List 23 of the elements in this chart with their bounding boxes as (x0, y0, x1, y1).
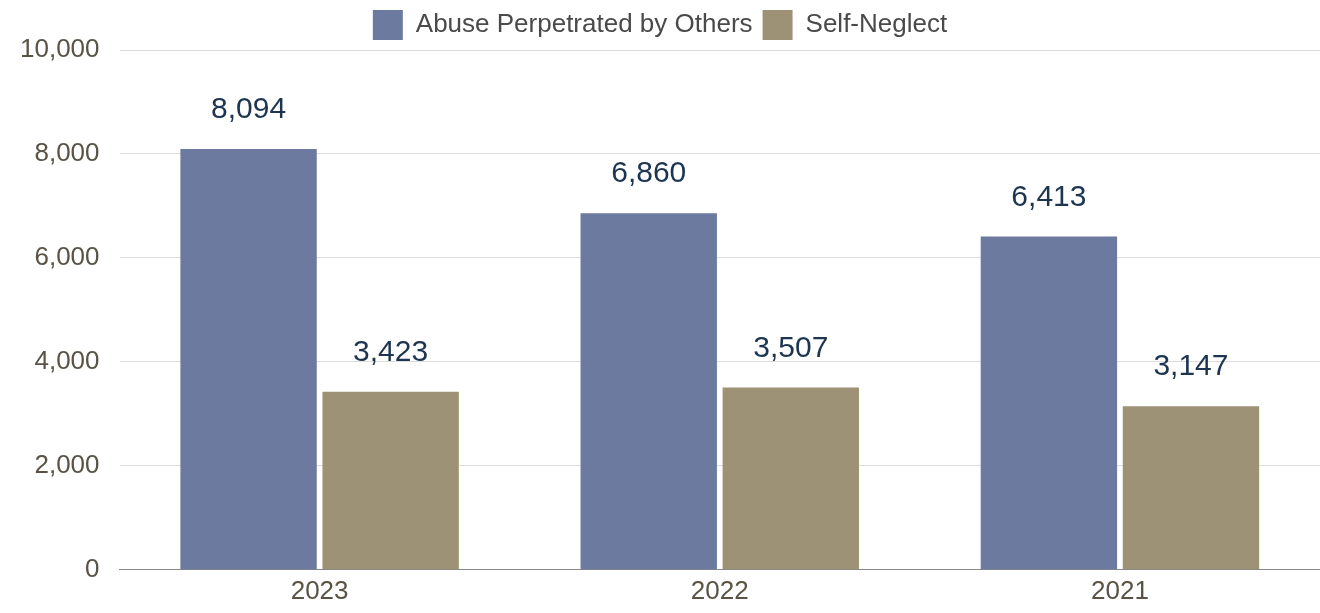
bar (1122, 406, 1260, 570)
data-label: 3,423 (353, 334, 429, 368)
bar (580, 213, 717, 570)
data-label: 8,094 (211, 91, 287, 125)
y-tick-label: 4,000 (34, 345, 100, 376)
data-label: 6,413 (1011, 178, 1087, 212)
y-tick-label: 2,000 (34, 449, 100, 480)
data-label: 3,507 (753, 329, 829, 363)
bar (180, 149, 317, 570)
data-label: 3,147 (1153, 348, 1229, 382)
legend-label: Abuse Perpetrated by Others (415, 8, 753, 39)
x-tick-label: 2022 (690, 574, 749, 605)
y-tick-label: 10,000 (19, 33, 100, 64)
legend-label: Self-Neglect (805, 8, 948, 39)
y-tick-label: 8,000 (34, 137, 100, 168)
x-tick-label: 2021 (1091, 574, 1149, 605)
bar (322, 391, 459, 570)
data-label: 6,860 (611, 155, 687, 189)
bar (980, 236, 1118, 570)
y-tick-label: 6,000 (34, 241, 100, 272)
x-tick-label: 2023 (290, 574, 349, 605)
bar (722, 387, 859, 570)
y-tick-label: 0 (85, 552, 100, 583)
